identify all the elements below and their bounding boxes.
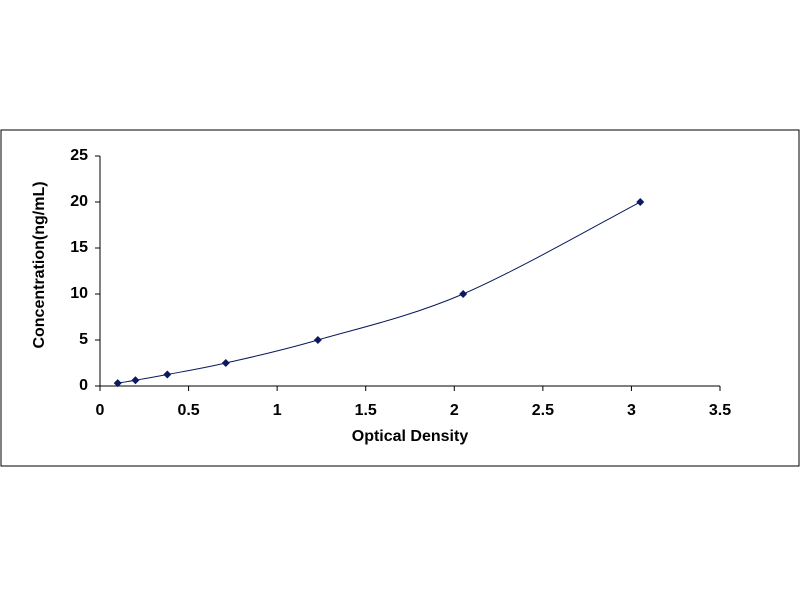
chart-frame — [0, 129, 800, 467]
data-point — [163, 370, 172, 379]
fit-line — [117, 201, 641, 384]
y-tick-label: 20 — [70, 193, 88, 210]
data-point — [313, 336, 322, 344]
data-point — [636, 198, 645, 206]
data-point — [131, 376, 140, 385]
y-tick-label: 10 — [70, 285, 88, 302]
x-tick-label: 1 — [273, 402, 282, 419]
x-tick-label: 0.5 — [177, 402, 199, 419]
x-tick-label: 1.5 — [355, 402, 377, 419]
y-tick-label: 5 — [79, 331, 88, 348]
x-tick-label: 0 — [96, 402, 105, 419]
y-tick-label: 0 — [79, 377, 88, 394]
data-point — [459, 290, 468, 298]
x-tick-label: 3 — [627, 402, 636, 419]
y-tick-label: 25 — [70, 147, 88, 164]
x-tick-label: 2.5 — [532, 402, 554, 419]
x-axis-label: Optical Density — [352, 428, 469, 445]
y-tick-label: 15 — [70, 239, 88, 256]
data-point — [113, 379, 122, 388]
x-tick-label: 3.5 — [709, 402, 731, 419]
y-axis-label: Concentration(ng/mL) — [31, 181, 48, 348]
data-point — [221, 359, 230, 367]
x-tick-label: 2 — [450, 402, 459, 419]
